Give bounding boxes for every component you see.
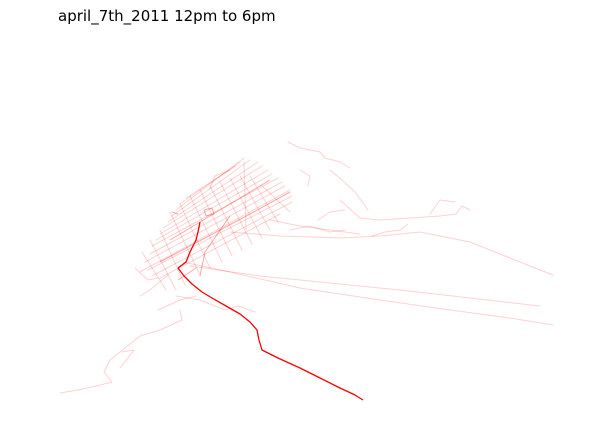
main-route (177, 221, 364, 401)
street-grid (139, 157, 293, 291)
road-network (59, 141, 554, 394)
map-title: april_7th_2011 12pm to 6pm (58, 7, 276, 25)
busy-corridors (159, 179, 291, 281)
